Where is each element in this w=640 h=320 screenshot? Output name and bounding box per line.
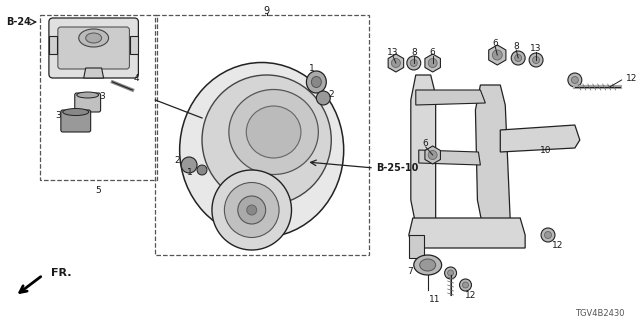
Ellipse shape xyxy=(246,106,301,158)
Text: 5: 5 xyxy=(96,186,102,195)
Text: 4: 4 xyxy=(134,74,140,83)
Ellipse shape xyxy=(316,91,330,105)
Text: 12: 12 xyxy=(625,74,637,83)
Ellipse shape xyxy=(460,279,472,291)
Text: 6: 6 xyxy=(423,139,429,148)
Polygon shape xyxy=(388,54,404,72)
Text: 6: 6 xyxy=(430,47,436,57)
Polygon shape xyxy=(419,150,481,165)
Ellipse shape xyxy=(197,165,207,175)
Ellipse shape xyxy=(181,157,197,173)
Ellipse shape xyxy=(532,57,540,63)
Ellipse shape xyxy=(515,54,522,61)
Ellipse shape xyxy=(77,92,99,98)
Text: 8: 8 xyxy=(411,47,417,57)
Text: 2: 2 xyxy=(174,156,180,164)
Ellipse shape xyxy=(568,73,582,87)
Text: 8: 8 xyxy=(513,42,519,51)
Text: 10: 10 xyxy=(540,146,552,155)
Ellipse shape xyxy=(463,282,468,288)
Polygon shape xyxy=(425,146,440,164)
Text: 7: 7 xyxy=(407,268,413,276)
Text: B-25-10: B-25-10 xyxy=(376,163,419,173)
Polygon shape xyxy=(409,218,525,248)
Ellipse shape xyxy=(420,259,436,271)
Text: 13: 13 xyxy=(531,44,542,52)
Ellipse shape xyxy=(572,76,579,84)
Ellipse shape xyxy=(410,60,417,67)
Polygon shape xyxy=(84,68,104,78)
Ellipse shape xyxy=(63,108,89,116)
Polygon shape xyxy=(425,54,440,72)
Circle shape xyxy=(428,59,437,68)
Text: 6: 6 xyxy=(492,38,498,47)
Text: 3: 3 xyxy=(100,92,106,100)
Polygon shape xyxy=(131,36,138,54)
Text: 13: 13 xyxy=(387,47,399,57)
Bar xyxy=(40,15,157,180)
Polygon shape xyxy=(500,125,580,152)
Circle shape xyxy=(428,150,437,159)
FancyBboxPatch shape xyxy=(61,110,91,132)
Text: 11: 11 xyxy=(429,295,440,305)
Ellipse shape xyxy=(511,51,525,65)
Circle shape xyxy=(392,59,401,68)
Polygon shape xyxy=(411,75,436,225)
Text: 1: 1 xyxy=(188,167,193,177)
Ellipse shape xyxy=(545,231,552,238)
Ellipse shape xyxy=(407,56,420,70)
Polygon shape xyxy=(49,36,57,54)
Bar xyxy=(156,15,369,255)
Ellipse shape xyxy=(529,53,543,67)
Ellipse shape xyxy=(86,33,102,43)
Text: 3: 3 xyxy=(55,110,61,119)
Text: FR.: FR. xyxy=(51,268,72,278)
Ellipse shape xyxy=(79,29,109,47)
Ellipse shape xyxy=(414,255,442,275)
Ellipse shape xyxy=(202,75,332,205)
Ellipse shape xyxy=(445,267,456,279)
Text: 12: 12 xyxy=(552,241,564,250)
Ellipse shape xyxy=(312,76,321,87)
FancyBboxPatch shape xyxy=(58,27,129,69)
Ellipse shape xyxy=(225,182,279,237)
Text: 1: 1 xyxy=(308,63,314,73)
Ellipse shape xyxy=(307,71,326,93)
Polygon shape xyxy=(409,235,424,258)
Text: B-24: B-24 xyxy=(6,17,31,27)
Text: 9: 9 xyxy=(264,6,269,16)
Ellipse shape xyxy=(229,90,318,174)
Polygon shape xyxy=(416,90,485,105)
Ellipse shape xyxy=(247,205,257,215)
Text: 2: 2 xyxy=(328,90,334,99)
Polygon shape xyxy=(489,45,506,65)
FancyBboxPatch shape xyxy=(49,18,138,78)
Ellipse shape xyxy=(180,62,344,237)
Text: 12: 12 xyxy=(465,291,476,300)
Ellipse shape xyxy=(541,228,555,242)
Text: TGV4B2430: TGV4B2430 xyxy=(575,308,625,317)
Ellipse shape xyxy=(447,270,454,276)
Ellipse shape xyxy=(238,196,266,224)
Polygon shape xyxy=(476,85,510,228)
Ellipse shape xyxy=(212,170,291,250)
Circle shape xyxy=(492,50,502,60)
FancyBboxPatch shape xyxy=(75,93,100,112)
